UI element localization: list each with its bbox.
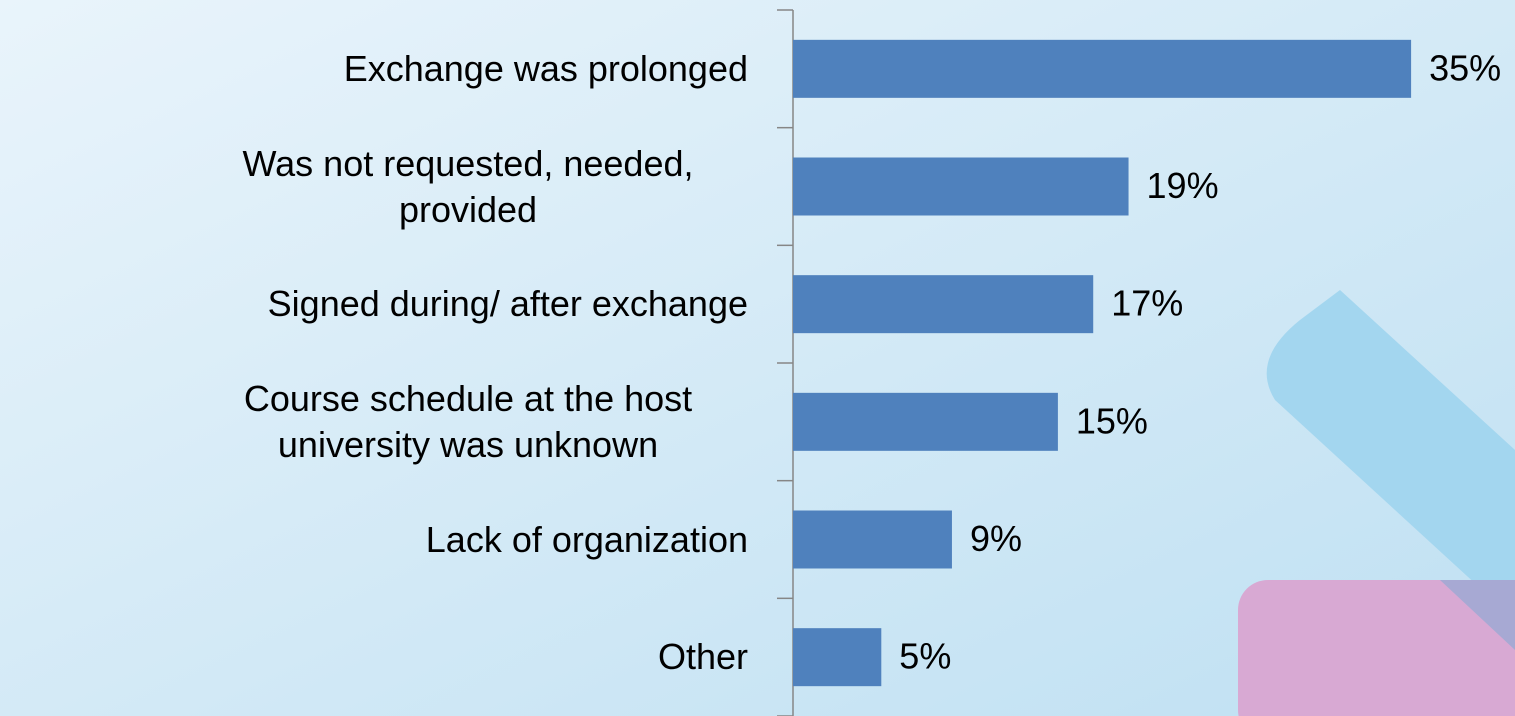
value-label: 17% xyxy=(1111,283,1183,324)
category-label: Signed during/ after exchange xyxy=(267,283,748,325)
decor-shape xyxy=(1238,580,1515,716)
value-label: 15% xyxy=(1076,400,1148,441)
category-label: Lack of organization xyxy=(425,518,748,560)
category-label: Course schedule at the host university w… xyxy=(243,377,693,465)
value-label: 19% xyxy=(1147,165,1219,206)
category-label: Exchange was prolonged xyxy=(343,47,748,89)
decor-shape xyxy=(1440,580,1515,650)
value-label: 9% xyxy=(970,518,1022,559)
bar xyxy=(793,275,1094,334)
value-label: 5% xyxy=(899,636,951,677)
category-label: Was not requested, needed, provided xyxy=(242,142,694,230)
value-label: 35% xyxy=(1429,47,1501,88)
bar xyxy=(793,39,1412,98)
bar xyxy=(793,510,952,569)
bar xyxy=(793,392,1058,451)
category-label: Other xyxy=(657,636,748,678)
bar xyxy=(793,628,882,687)
decor-shape xyxy=(1266,290,1515,620)
bar xyxy=(793,157,1129,216)
